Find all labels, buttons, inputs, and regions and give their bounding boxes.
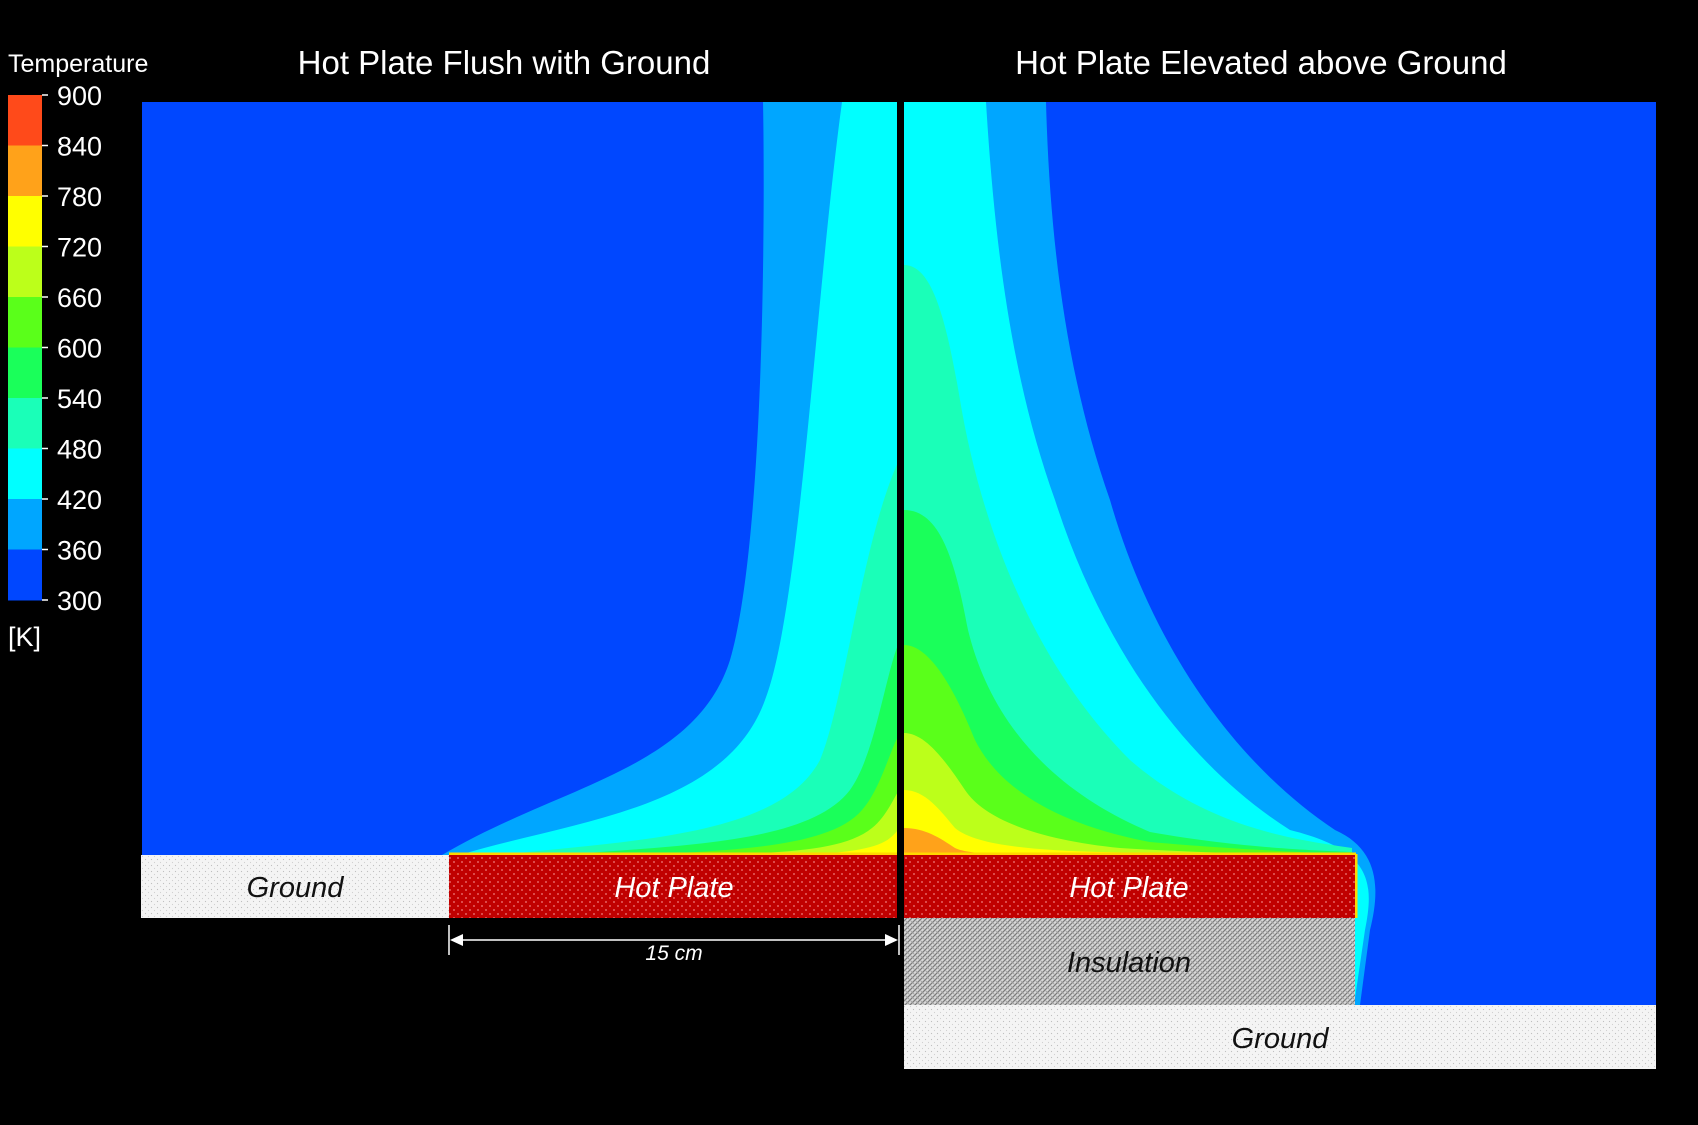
legend-swatch <box>8 297 42 348</box>
right-solids: Hot Plate Insulation Ground <box>904 852 1656 1069</box>
right-ground-block <box>904 1005 1656 1069</box>
legend-swatches <box>8 95 42 601</box>
left-contour-field <box>142 102 899 855</box>
plate-width-dimension: 15 cm <box>448 925 900 965</box>
legend-tick-label: 480 <box>57 435 102 465</box>
legend-tick-label: 420 <box>57 485 102 515</box>
legend-tick-labels: 900 840 780 720 660 600 540 480 420 360 300 <box>42 81 102 616</box>
right-insulation-label: Insulation <box>1067 947 1191 979</box>
legend-swatch <box>8 145 42 197</box>
left-solids: Ground Hot Plate <box>141 852 900 918</box>
right-panel-title: Hot Plate Elevated above Ground <box>1015 44 1507 81</box>
left-ground-label: Ground <box>247 872 345 904</box>
right-hot-plate <box>904 855 1355 918</box>
legend-swatch <box>8 398 42 449</box>
left-panel-title: Hot Plate Flush with Ground <box>298 44 711 81</box>
legend-tick-label: 720 <box>57 233 102 263</box>
dimension-arrow-left <box>450 934 463 946</box>
legend-swatch <box>8 499 42 550</box>
dimension-label: 15 cm <box>645 942 702 965</box>
legend-tick-label: 360 <box>57 536 102 566</box>
legend-tick-label: 540 <box>57 384 102 414</box>
legend-tick-label: 900 <box>57 81 102 111</box>
right-hot-plate-label: Hot Plate <box>1069 872 1188 904</box>
legend-tick-label: 660 <box>57 283 102 313</box>
right-contour-780 <box>904 828 1010 855</box>
legend-tick-label: 600 <box>57 334 102 364</box>
legend-swatch <box>8 347 42 399</box>
left-contour-660 <box>720 790 899 855</box>
legend-tick-label: 300 <box>57 586 102 616</box>
legend-swatch <box>8 448 42 500</box>
left-ground-block <box>141 855 449 918</box>
right-insulation-block <box>904 918 1355 1005</box>
legend-title: Temperature <box>8 50 148 78</box>
right-ground-label: Ground <box>1232 1023 1330 1055</box>
left-hot-plate <box>449 855 900 918</box>
legend-unit: [K] <box>8 622 41 652</box>
legend-swatch <box>8 95 42 146</box>
left-contour-720 <box>800 828 899 855</box>
legend-swatch <box>8 246 42 298</box>
legend-swatch <box>8 196 42 247</box>
left-hot-plate-label: Hot Plate <box>614 872 733 904</box>
color-legend: Temperature 900 840 780 720 660 600 540 480 420 3… <box>8 50 148 652</box>
dimension-arrow-right <box>885 934 898 946</box>
legend-tick-label: 780 <box>57 182 102 212</box>
left-contour-420 <box>460 102 899 855</box>
legend-swatch <box>8 549 42 601</box>
legend-tick-label: 840 <box>57 132 102 162</box>
